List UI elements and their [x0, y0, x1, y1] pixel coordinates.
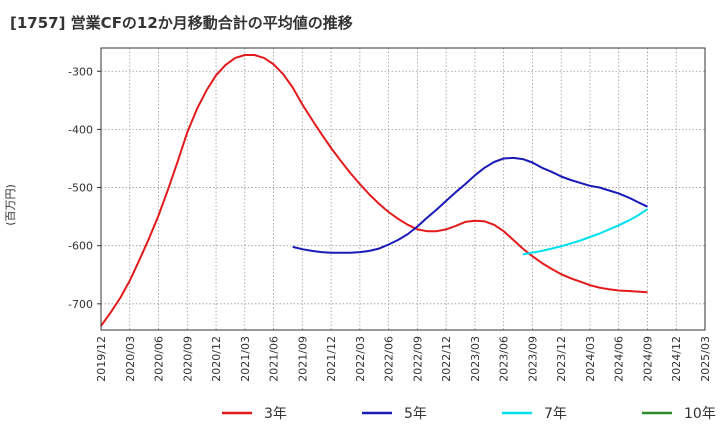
x-tick-label: 2024/09: [641, 336, 654, 382]
x-tick-label: 2024/03: [584, 336, 597, 382]
x-tick-label: 2022/03: [354, 336, 367, 382]
x-tick-label: 2025/03: [699, 336, 712, 382]
grid: [97, 48, 705, 330]
x-tick-label: 2023/06: [498, 336, 511, 382]
x-tick-label: 2023/12: [555, 336, 568, 382]
series-line-3年: [100, 54, 648, 327]
x-tick-label: 2023/09: [526, 336, 539, 382]
legend-label: 5年: [404, 406, 427, 422]
series-line-7年: [522, 208, 649, 256]
plot-frame: [100, 47, 706, 331]
x-tick-label: 2022/12: [440, 336, 453, 382]
tick-labels: 2019/12 2020/03 2020/06 2020/09 2020/12 2021/…: [68, 65, 712, 381]
x-tick-label: 2022/09: [411, 336, 424, 382]
x-tick-label: 2024/12: [670, 336, 683, 382]
x-tick-label: 2023/03: [469, 336, 482, 382]
x-tick-label: 2020/03: [124, 336, 137, 382]
legend: 3年 5年 7年 10年: [222, 406, 716, 422]
y-tick-label: -400: [68, 123, 93, 136]
series-lines: [100, 54, 649, 327]
x-tick-label: 2021/06: [268, 336, 281, 382]
x-tick-label: 2021/09: [296, 336, 309, 382]
y-tick-label: -700: [68, 298, 93, 311]
y-tick-label: -500: [68, 182, 93, 195]
chart-title: [1757] 営業CFの12か月移動合計の平均値の推移: [10, 14, 353, 32]
y-axis-label: (百万円): [4, 184, 17, 226]
y-tick-label: -300: [68, 65, 93, 78]
y-tick-label: -600: [68, 240, 93, 253]
legend-label: 10年: [684, 406, 716, 422]
legend-label: 3年: [264, 406, 287, 422]
x-tick-label: 2020/06: [153, 336, 166, 382]
x-tick-label: 2022/06: [383, 336, 396, 382]
legend-label: 7年: [544, 406, 567, 422]
x-tick-label: 2020/09: [181, 336, 194, 382]
x-tick-label: 2021/03: [239, 336, 252, 382]
x-tick-label: 2021/12: [325, 336, 338, 382]
series-line-5年: [292, 156, 648, 254]
x-tick-label: 2020/12: [210, 336, 223, 382]
x-tick-label: 2019/12: [95, 336, 108, 382]
x-tick-label: 2024/06: [613, 336, 626, 382]
